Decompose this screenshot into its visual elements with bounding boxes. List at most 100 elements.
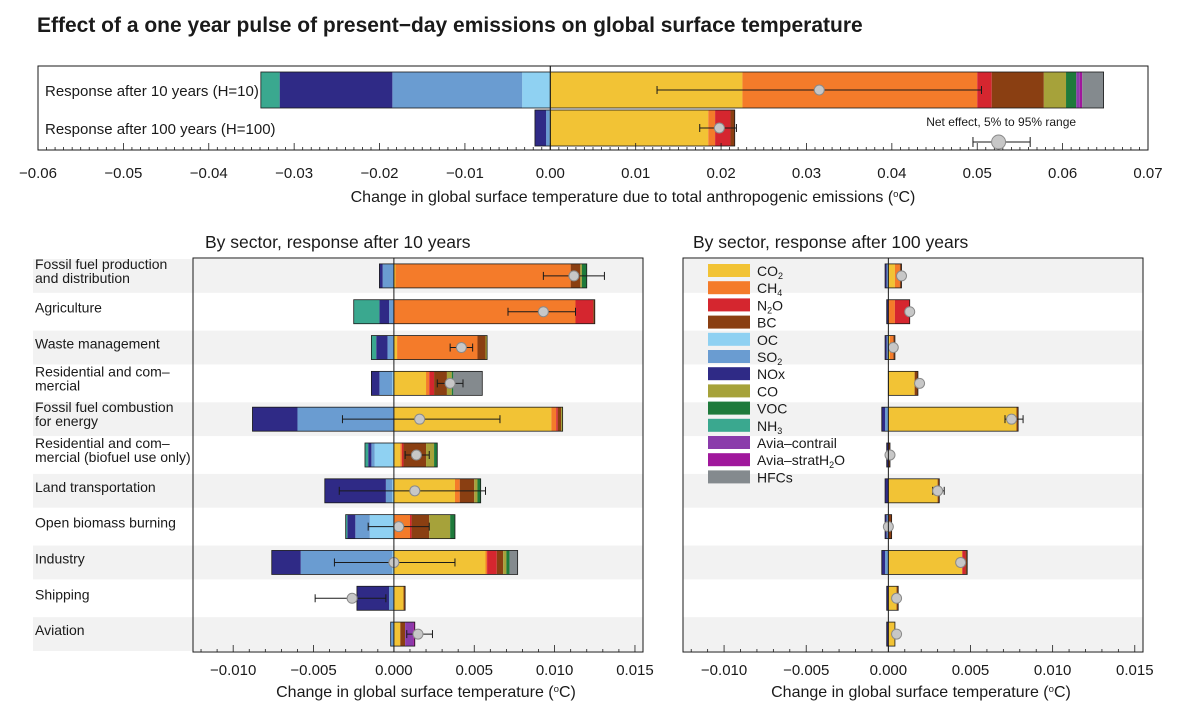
bar-segment-SO2	[371, 443, 375, 467]
net-effect-marker	[568, 270, 580, 282]
x-tick-label: −0.06	[19, 165, 57, 182]
bar-segment-CH4	[395, 263, 571, 288]
row-stripe	[33, 473, 1143, 508]
bar-segment-OC	[374, 443, 394, 467]
sector-label: Aviation	[35, 622, 85, 638]
legend-label: BC	[757, 315, 776, 331]
bar-segment-SO2	[390, 622, 394, 647]
x-tick-label: −0.05	[104, 165, 142, 182]
x-axis-label: Change in global surface temperature (oC…	[276, 684, 576, 702]
bar-segment-SO2	[886, 335, 889, 360]
net-effect-marker	[713, 122, 725, 134]
bar-segment-NOx	[371, 371, 380, 396]
bar-segment-NOx	[376, 335, 388, 360]
sector-label: Open biomass burning	[35, 515, 176, 531]
bar-segment-N2O	[401, 443, 404, 467]
bar-segment-CO2	[888, 550, 963, 575]
bar-segment-NOx	[379, 299, 390, 324]
legend-label: CO	[757, 383, 778, 399]
bar-segment-NH3	[364, 443, 369, 467]
net-effect-marker	[414, 413, 426, 425]
bar-segment-NH3	[260, 72, 280, 108]
panel-100yr-frame	[682, 257, 1144, 653]
legend-label: CO2	[757, 263, 783, 281]
bar-segment-SO2	[885, 407, 889, 432]
bar-segment-OC	[522, 72, 551, 108]
x-tick-label: 0.015	[616, 662, 654, 679]
legend-label: NH3	[757, 418, 782, 436]
row-stripe	[33, 330, 1143, 365]
bar-segment-OC	[392, 371, 394, 396]
legend-swatch-NOx	[708, 367, 750, 381]
bar-segment-BC	[400, 622, 406, 647]
bar-segment-NOx	[271, 550, 301, 575]
x-axis-label: Change in global surface temperature due…	[351, 189, 916, 207]
panel-gap	[643, 258, 683, 652]
net-effect-marker	[914, 377, 926, 389]
bar-segment-CO	[426, 443, 435, 467]
bar-segment-NOx	[534, 110, 547, 146]
x-tick-label: 0.00	[536, 165, 565, 182]
x-tick-label: 0.000	[375, 662, 413, 679]
bar-segment-BC	[477, 335, 486, 360]
bar-segment-BC	[557, 407, 562, 432]
bar-segment-HFCs	[1082, 72, 1104, 108]
legend-net-effect-label: Net effect, 5% to 95% range	[926, 115, 1076, 129]
bar-segment-CO2	[888, 263, 895, 288]
net-effect-marker	[346, 592, 358, 604]
legend-swatch-Avia-contrail	[708, 436, 750, 449]
panel-title: By sector, response after 100 years	[693, 232, 969, 252]
x-tick-label: −0.04	[190, 165, 228, 182]
bar-segment-Avia-contrail	[1076, 72, 1080, 108]
x-tick-label: 0.05	[963, 165, 992, 182]
bar-segment-BC	[991, 72, 1044, 108]
bar-segment-CO2	[550, 110, 709, 146]
legend-label: SO2	[757, 349, 782, 367]
bar-segment-NH3	[353, 299, 380, 324]
bar-segment-CO2	[393, 371, 427, 396]
net-effect-marker	[887, 342, 899, 354]
bar-segment-BC	[403, 586, 406, 611]
x-tick-label: 0.010	[1034, 662, 1072, 679]
bar-segment-NOx	[347, 514, 356, 539]
bar-outline	[370, 335, 488, 360]
bar-segment-CO2	[393, 443, 401, 467]
bar-outline	[353, 299, 596, 325]
bar-outline	[260, 71, 1105, 109]
legend-label: Avia–stratH2O	[757, 452, 845, 470]
bar-segment-N2O	[487, 550, 497, 575]
bar-segment-CO	[1043, 72, 1067, 108]
legend-swatch-NH3	[708, 418, 750, 432]
bar-outline	[252, 406, 564, 432]
bar-segment-SO2	[379, 371, 393, 396]
bar-segment-SO2	[389, 586, 394, 611]
bar-segment-CO2	[888, 407, 1017, 432]
legend-swatch-HFCs	[708, 470, 750, 484]
bar-segment-VOC	[1066, 72, 1077, 108]
net-effect-marker	[884, 449, 896, 461]
bar-segment-BC	[496, 550, 504, 575]
x-tick-label: 0.000	[870, 662, 908, 679]
sector-label: Fossil fuel combustion for energy	[35, 399, 174, 429]
net-effect-marker	[813, 84, 825, 96]
sector-label: Waste management	[35, 336, 160, 352]
x-tick-label: −0.005	[783, 662, 829, 679]
legend-label: N2O	[757, 297, 783, 315]
x-tick-label: 0.015	[1116, 662, 1154, 679]
bar-segment-NOx	[379, 263, 383, 288]
bar-outline	[881, 550, 968, 575]
net-effect-marker	[891, 628, 903, 640]
row-stripe	[33, 545, 1143, 580]
x-tick-label: −0.005	[290, 662, 336, 679]
x-tick-label: 0.06	[1048, 165, 1077, 182]
legend-swatch-Avia-stratH2O	[708, 453, 750, 467]
legend-swatch-OC	[708, 332, 750, 346]
sector-label: Residential and com– mercial	[35, 363, 170, 393]
legend-net-effect-marker	[991, 134, 1007, 150]
bar-segment-VOC	[450, 514, 455, 539]
x-tick-label: 0.01	[621, 165, 650, 182]
net-effect-marker	[412, 628, 424, 640]
x-tick-label: 0.07	[1133, 165, 1162, 182]
legend-swatch-VOC	[708, 401, 750, 415]
